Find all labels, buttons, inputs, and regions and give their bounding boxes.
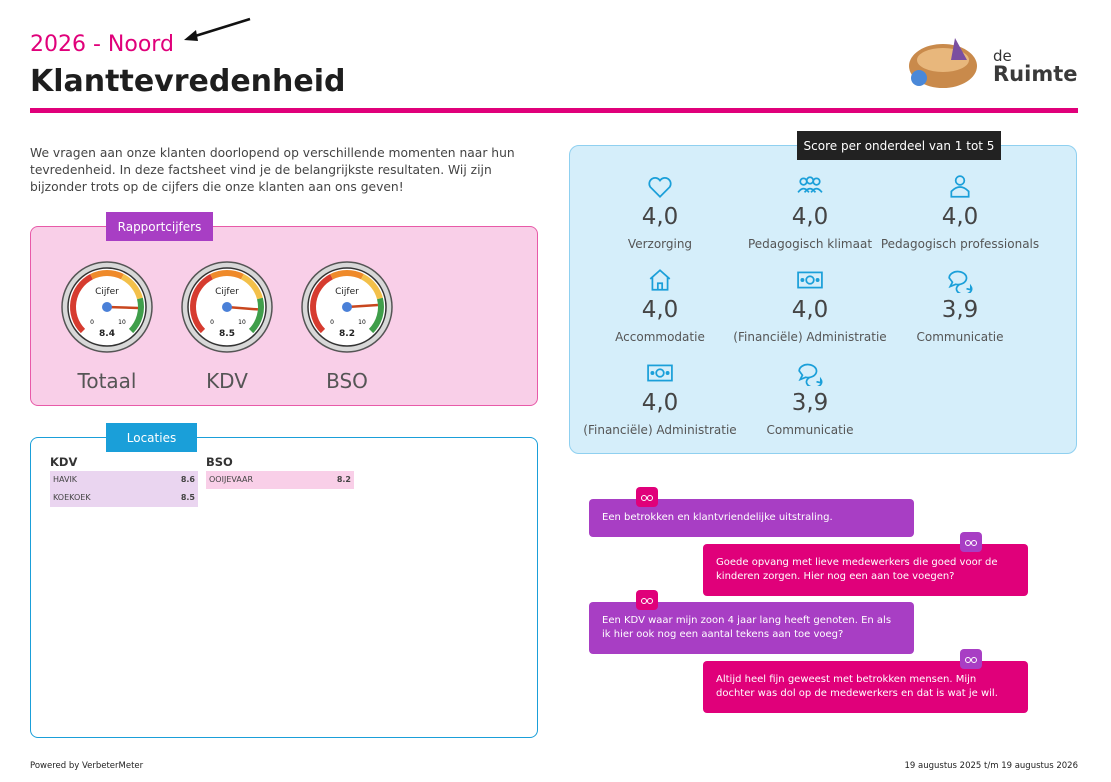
gauge-hub bbox=[222, 302, 232, 312]
location-row: KOEKOEK 8.5 bbox=[50, 489, 198, 507]
gauge-min: 0 bbox=[330, 319, 334, 326]
scores-tag: Score per onderdeel van 1 tot 5 bbox=[797, 131, 1001, 160]
location-row: HAVIK 8.6 bbox=[50, 471, 198, 489]
score-value: 4,0 bbox=[791, 297, 829, 323]
score-icon bbox=[648, 177, 672, 198]
score-value: 4,0 bbox=[641, 297, 679, 323]
gauge-band bbox=[70, 274, 93, 334]
gauge-band bbox=[330, 270, 364, 280]
quote-badge bbox=[960, 649, 982, 669]
gauge-band bbox=[210, 270, 244, 280]
score-icon bbox=[950, 175, 970, 198]
score-icon bbox=[797, 176, 823, 193]
score-value: 4,0 bbox=[791, 204, 829, 230]
location-value: 8.6 bbox=[180, 475, 195, 484]
score-label: Communicatie bbox=[766, 423, 854, 437]
logo-big: Ruimte bbox=[993, 62, 1078, 86]
gauge-value: 8.4 bbox=[99, 329, 115, 339]
gauge-hub bbox=[342, 302, 352, 312]
logo-image bbox=[909, 38, 977, 88]
score-value: 4,0 bbox=[641, 204, 679, 230]
score-label: (Financiële) Administratie bbox=[583, 423, 737, 437]
logo-small: de bbox=[993, 47, 1012, 65]
quote: Goede opvang met lieve medewerkers die g… bbox=[703, 544, 1028, 596]
intro: We vragen aan onze klanten doorlopend op… bbox=[30, 146, 515, 194]
gauge-band bbox=[361, 274, 383, 300]
gauge-max: 10 bbox=[238, 319, 246, 326]
score-label: Pedagogisch professionals bbox=[880, 237, 1040, 251]
gauge-label: Cijfer bbox=[335, 287, 359, 297]
group-name: BSO bbox=[206, 455, 233, 469]
gauge-band bbox=[121, 274, 143, 300]
gauge-value: 8.2 bbox=[339, 329, 355, 339]
score-value: 4,0 bbox=[941, 204, 979, 230]
gauge-band bbox=[90, 270, 124, 280]
gauge-min: 0 bbox=[210, 319, 214, 326]
location-name: HAVIK bbox=[53, 475, 78, 484]
quote-badge bbox=[636, 487, 658, 507]
quote-badge bbox=[636, 590, 658, 610]
score-value: 3,9 bbox=[791, 390, 829, 416]
gauge-hub bbox=[102, 302, 112, 312]
gauge-needle bbox=[106, 305, 139, 310]
gauge-value: 8.5 bbox=[219, 329, 235, 339]
score-value: 4,0 bbox=[641, 390, 679, 416]
gauge-band bbox=[310, 274, 333, 334]
quote: Een KDV waar mijn zoon 4 jaar lang heeft… bbox=[589, 602, 914, 654]
gauge-min: 0 bbox=[90, 319, 94, 326]
gauge-label: Cijfer bbox=[95, 287, 119, 297]
gauge-max: 10 bbox=[358, 319, 366, 326]
gauge-name: BSO bbox=[326, 369, 368, 393]
quote: Altijd heel fijn geweest met betrokken m… bbox=[703, 661, 1028, 713]
location-value: 8.2 bbox=[336, 475, 351, 484]
gauge-name: KDV bbox=[206, 369, 248, 393]
title: Klanttevredenheid bbox=[30, 64, 346, 99]
score-icon bbox=[798, 363, 823, 386]
gauge-band bbox=[128, 297, 144, 334]
quote-badge bbox=[960, 532, 982, 552]
gauge-band bbox=[248, 297, 264, 334]
location-name: KOEKOEK bbox=[53, 493, 91, 502]
score-icon bbox=[649, 269, 671, 291]
score-icon bbox=[647, 364, 673, 382]
location-row: OOIJEVAAR 8.2 bbox=[206, 471, 354, 489]
scores-box bbox=[569, 145, 1077, 454]
arrow bbox=[184, 17, 251, 41]
gauge-needle bbox=[346, 303, 379, 309]
score-label: Accommodatie bbox=[615, 330, 705, 344]
divider bbox=[30, 108, 1078, 113]
gauge-band bbox=[368, 297, 385, 334]
gauge-needle bbox=[226, 305, 259, 311]
gauge-label: Cijfer bbox=[215, 287, 239, 297]
score-label: Verzorging bbox=[627, 237, 693, 251]
score-icon bbox=[797, 271, 823, 289]
rapport-tag: Rapportcijfers bbox=[106, 212, 213, 241]
gauge-max: 10 bbox=[118, 319, 126, 326]
footer-right: 19 augustus 2025 t/m 19 augustus 2026 bbox=[904, 761, 1079, 771]
locaties-tag: Locaties bbox=[106, 423, 197, 452]
group-name: KDV bbox=[50, 455, 78, 469]
subtitle: 2026 - Noord bbox=[30, 32, 174, 57]
gauge-name: Totaal bbox=[77, 369, 137, 393]
gauge-band bbox=[189, 274, 213, 334]
location-name: OOIJEVAAR bbox=[209, 475, 254, 484]
score-value: 3,9 bbox=[941, 297, 979, 323]
score-icon bbox=[948, 270, 973, 293]
footer-left: Powered by VerbeterMeter bbox=[30, 761, 144, 771]
location-value: 8.5 bbox=[180, 493, 195, 502]
gauge-band bbox=[241, 274, 263, 300]
score-label: Communicatie bbox=[916, 330, 1004, 344]
gauges: 0 10 Cijfer 8.4 Totaal 0 10 Cijfer 8.5 KDV 0 10 Cijf… bbox=[61, 261, 393, 393]
score-label: (Financiële) Administratie bbox=[733, 330, 887, 344]
score-label: Pedagogisch klimaat bbox=[747, 237, 873, 251]
